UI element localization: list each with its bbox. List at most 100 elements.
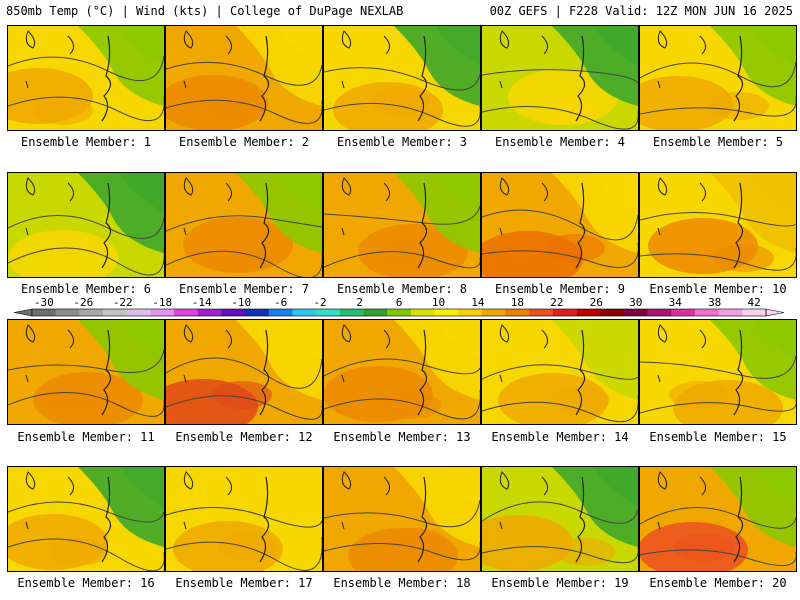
colorbar-arrow-left bbox=[14, 309, 32, 316]
temperature-colorbar: -30 -26 -22 -18 -14 -10 -6 -2 2 6 10 14 18 22 26 30 34 38… bbox=[10, 296, 790, 322]
colorbar-segment bbox=[245, 309, 269, 316]
ensemble-member-caption: Ensemble Member: 7 bbox=[165, 282, 323, 296]
ensemble-member-caption: Ensemble Member: 18 bbox=[323, 576, 481, 590]
colorbar-tick-label: 34 bbox=[669, 296, 683, 309]
colorbar-tick-label: -22 bbox=[113, 296, 133, 309]
ensemble-map-panel bbox=[323, 466, 481, 572]
ensemble-map-panel bbox=[481, 319, 639, 425]
temperature-map bbox=[8, 173, 164, 277]
ensemble-map-panel bbox=[481, 172, 639, 278]
ensemble-map-panel bbox=[165, 25, 323, 131]
ensemble-map-panel bbox=[7, 466, 165, 572]
colorbar-segment bbox=[32, 309, 56, 316]
colorbar-segment bbox=[363, 309, 387, 316]
colorbar-segment bbox=[387, 309, 411, 316]
ensemble-member-caption: Ensemble Member: 1 bbox=[7, 135, 165, 149]
temperature-map bbox=[482, 173, 638, 277]
colorbar-segment bbox=[221, 309, 245, 316]
temperature-map bbox=[324, 320, 480, 424]
colorbar-segment bbox=[695, 309, 719, 316]
colorbar-segment bbox=[624, 309, 648, 316]
colorbar-segment bbox=[553, 309, 577, 316]
ensemble-member-caption: Ensemble Member: 9 bbox=[481, 282, 639, 296]
colorbar-segment bbox=[411, 309, 435, 316]
colorbar-tick-label: 38 bbox=[708, 296, 721, 309]
colorbar-segment bbox=[103, 309, 127, 316]
colorbar-tick-label: -6 bbox=[274, 296, 287, 309]
colorbar-tick-label: -10 bbox=[231, 296, 251, 309]
colorbar-segment bbox=[458, 309, 482, 316]
ensemble-map-panel bbox=[639, 172, 797, 278]
temperature-map bbox=[640, 26, 796, 130]
colorbar-tick-label: 18 bbox=[511, 296, 524, 309]
ensemble-member-caption: Ensemble Member: 17 bbox=[165, 576, 323, 590]
ensemble-member-caption: Ensemble Member: 20 bbox=[639, 576, 797, 590]
ensemble-map-panel bbox=[639, 466, 797, 572]
ensemble-member-caption: Ensemble Member: 16 bbox=[7, 576, 165, 590]
ensemble-map-panel bbox=[323, 25, 481, 131]
temperature-map bbox=[482, 320, 638, 424]
colorbar-segment bbox=[292, 309, 316, 316]
colorbar-tick-label: 14 bbox=[471, 296, 485, 309]
colorbar-segment bbox=[340, 309, 364, 316]
colorbar-tick-label: -14 bbox=[192, 296, 212, 309]
ensemble-map-panel bbox=[323, 172, 481, 278]
ensemble-member-caption: Ensemble Member: 14 bbox=[481, 430, 639, 444]
colorbar-segment bbox=[174, 309, 198, 316]
colorbar-tick-label: -30 bbox=[34, 296, 54, 309]
temperature-map bbox=[166, 26, 322, 130]
colorbar-segment bbox=[600, 309, 624, 316]
ensemble-map-panel bbox=[639, 25, 797, 131]
ensemble-map-panel bbox=[481, 466, 639, 572]
colorbar-tick-label: -18 bbox=[152, 296, 172, 309]
ensemble-member-caption: Ensemble Member: 6 bbox=[7, 282, 165, 296]
colorbar-arrow-right bbox=[766, 309, 784, 316]
colorbar-tick-label: 6 bbox=[396, 296, 403, 309]
ensemble-member-caption: Ensemble Member: 3 bbox=[323, 135, 481, 149]
ensemble-member-caption: Ensemble Member: 5 bbox=[639, 135, 797, 149]
chart-title: 850mb Temp (°C) | Wind (kts) | College o… bbox=[6, 4, 403, 18]
colorbar-segment bbox=[529, 309, 553, 316]
temperature-map bbox=[166, 467, 322, 571]
ensemble-map-panel bbox=[323, 319, 481, 425]
colorbar-segment bbox=[648, 309, 672, 316]
ensemble-member-caption: Ensemble Member: 12 bbox=[165, 430, 323, 444]
ensemble-member-caption: Ensemble Member: 11 bbox=[7, 430, 165, 444]
colorbar-segment bbox=[56, 309, 80, 316]
colorbar-segment bbox=[482, 309, 506, 316]
temperature-map bbox=[166, 320, 322, 424]
ensemble-map-panel bbox=[481, 25, 639, 131]
ensemble-member-caption: Ensemble Member: 13 bbox=[323, 430, 481, 444]
colorbar-tick-label: 10 bbox=[432, 296, 445, 309]
ensemble-member-caption: Ensemble Member: 10 bbox=[639, 282, 797, 296]
colorbar-tick-label: 26 bbox=[590, 296, 603, 309]
colorbar-tick-label: 30 bbox=[629, 296, 642, 309]
temperature-map bbox=[324, 173, 480, 277]
colorbar-segment bbox=[150, 309, 174, 316]
colorbar-tick-label: -26 bbox=[73, 296, 93, 309]
colorbar-segment bbox=[435, 309, 459, 316]
ensemble-map-panel bbox=[639, 319, 797, 425]
ensemble-member-caption: Ensemble Member: 19 bbox=[481, 576, 639, 590]
ensemble-member-caption: Ensemble Member: 15 bbox=[639, 430, 797, 444]
temperature-map bbox=[640, 173, 796, 277]
ensemble-member-caption: Ensemble Member: 2 bbox=[165, 135, 323, 149]
ensemble-map-panel bbox=[165, 319, 323, 425]
colorbar-tick-label: 22 bbox=[550, 296, 563, 309]
colorbar-segment bbox=[719, 309, 743, 316]
temperature-map bbox=[482, 467, 638, 571]
temperature-map bbox=[8, 26, 164, 130]
ensemble-map-panel bbox=[7, 319, 165, 425]
colorbar-segment bbox=[269, 309, 293, 316]
colorbar-segment bbox=[198, 309, 222, 316]
ensemble-map-panel bbox=[7, 25, 165, 131]
colorbar-segment bbox=[79, 309, 103, 316]
temperature-map bbox=[166, 173, 322, 277]
temperature-map bbox=[8, 467, 164, 571]
temperature-map bbox=[640, 320, 796, 424]
ensemble-member-caption: Ensemble Member: 8 bbox=[323, 282, 481, 296]
ensemble-map-panel bbox=[165, 466, 323, 572]
colorbar-segment bbox=[742, 309, 766, 316]
temperature-map bbox=[482, 26, 638, 130]
model-valid-time: 00Z GEFS | F228 Valid: 12Z MON JUN 16 20… bbox=[490, 4, 793, 18]
